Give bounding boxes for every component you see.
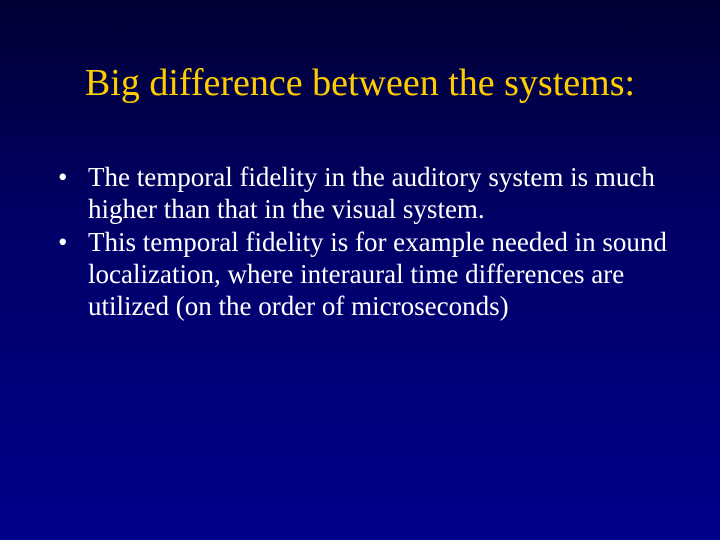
bullet-list: The temporal fidelity in the auditory sy… [0, 162, 720, 323]
list-item: This temporal fidelity is for example ne… [56, 227, 670, 323]
slide-title: Big difference between the systems: [0, 0, 720, 106]
slide: Big difference between the systems: The … [0, 0, 720, 540]
list-item: The temporal fidelity in the auditory sy… [56, 162, 670, 226]
bullet-text: This temporal fidelity is for example ne… [88, 227, 667, 321]
bullet-text: The temporal fidelity in the auditory sy… [88, 162, 655, 224]
